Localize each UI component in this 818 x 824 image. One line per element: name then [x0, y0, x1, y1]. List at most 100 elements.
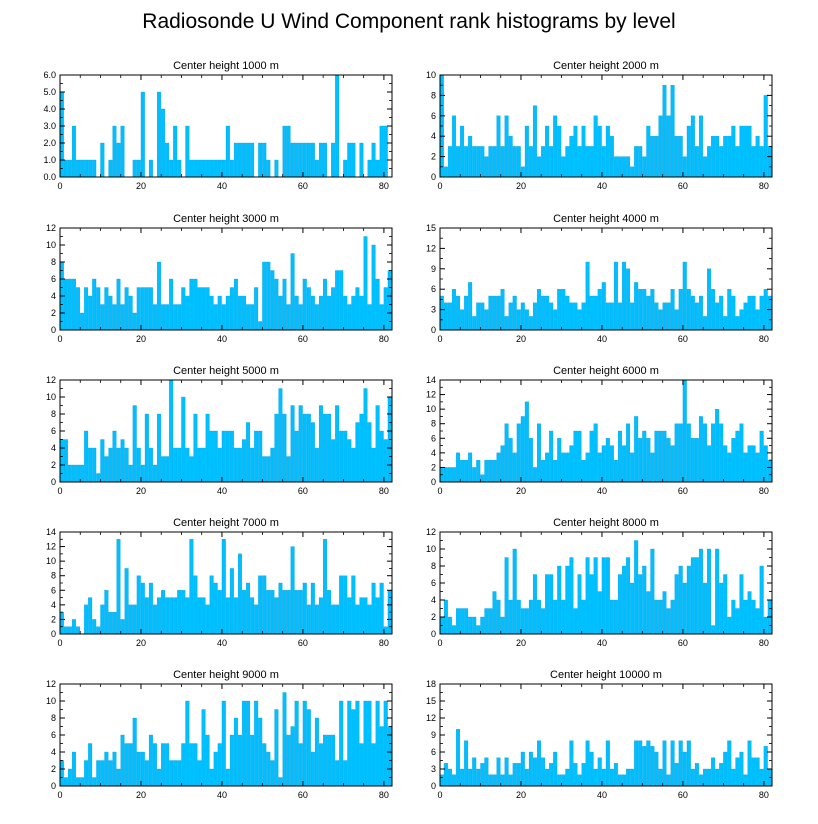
- histogram-bar: [72, 751, 76, 787]
- histogram-bar: [201, 447, 206, 483]
- histogram-bar: [100, 142, 105, 178]
- x-tick-label: 80: [759, 181, 769, 191]
- histogram-bar: [715, 768, 720, 787]
- histogram-bar: [363, 236, 368, 331]
- histogram-bar: [658, 430, 663, 483]
- histogram-bar: [314, 159, 319, 178]
- x-tick-label: 20: [516, 638, 526, 648]
- histogram-bar: [193, 575, 198, 635]
- histogram-bar: [678, 423, 683, 483]
- histogram-bar: [116, 278, 121, 331]
- histogram-bar: [128, 743, 133, 787]
- histogram-bar: [148, 447, 153, 483]
- histogram-bar: [682, 582, 687, 635]
- y-tick-label: 4: [51, 600, 56, 610]
- histogram-bar: [581, 302, 586, 331]
- histogram-bar: [646, 438, 651, 483]
- histogram-bar: [371, 582, 376, 635]
- histogram-bar: [682, 751, 687, 787]
- histogram-bar: [520, 608, 525, 635]
- y-tick-label: 2: [431, 462, 436, 472]
- histogram-bar: [88, 295, 93, 331]
- histogram-bar: [767, 146, 772, 178]
- histogram-bar: [100, 760, 105, 787]
- histogram-bar: [359, 142, 364, 178]
- histogram-bar: [569, 740, 574, 787]
- y-tick-label: 10: [46, 556, 56, 566]
- histogram-bar: [532, 467, 537, 483]
- histogram-bar: [104, 590, 109, 635]
- x-tick-label: 60: [298, 638, 308, 648]
- histogram-bar: [658, 768, 663, 787]
- histogram-bar: [63, 777, 68, 787]
- x-tick-label: 0: [437, 334, 442, 344]
- histogram-bar: [585, 146, 590, 178]
- histogram-bar: [367, 604, 372, 635]
- histogram-bar: [92, 619, 97, 635]
- histogram-bar: [359, 743, 364, 787]
- y-tick-label: 0: [431, 477, 436, 487]
- histogram-bar: [512, 548, 517, 635]
- y-tick-label: 9: [431, 264, 436, 274]
- histogram-bar: [355, 422, 360, 483]
- histogram-bar: [585, 261, 590, 331]
- histogram-bar: [120, 304, 125, 331]
- histogram-bar: [480, 474, 485, 483]
- histogram-bar: [715, 548, 720, 635]
- histogram-bar: [209, 159, 214, 178]
- histogram-bar: [545, 574, 550, 635]
- histogram-bar: [59, 760, 64, 787]
- histogram-bar: [197, 287, 202, 331]
- histogram-bar: [262, 456, 267, 483]
- histogram-bar: [549, 146, 554, 178]
- histogram-bar: [460, 768, 465, 787]
- histogram-bar: [278, 777, 283, 787]
- histogram-bar: [549, 763, 554, 787]
- histogram-bar: [347, 142, 352, 178]
- histogram-bar: [339, 430, 344, 483]
- histogram-panel-4: Center height 4000 m 0 3 6 9 12 15 0 20 40 60 80: [426, 213, 773, 344]
- histogram-bar: [609, 302, 614, 331]
- panel-title: Center height 5000 m: [173, 365, 279, 377]
- histogram-bar: [634, 146, 639, 178]
- histogram-bar: [516, 146, 521, 178]
- histogram-bar: [108, 611, 113, 635]
- histogram-bar: [221, 304, 226, 331]
- y-tick-label: 3: [431, 764, 436, 774]
- histogram-bar: [630, 302, 635, 331]
- histogram-bar: [221, 700, 226, 787]
- histogram-bar: [254, 287, 259, 331]
- histogram-panel-10: Center height 10000 m 0 3 6 9 12 15 18 0 20 40 60 80: [426, 669, 773, 800]
- histogram-bar: [59, 611, 64, 635]
- histogram-bar: [221, 159, 226, 178]
- histogram-bar: [707, 445, 712, 483]
- histogram-bar: [670, 445, 675, 483]
- histogram-bar: [630, 768, 635, 787]
- histogram-bar: [205, 604, 210, 635]
- histogram-bar: [197, 597, 202, 635]
- histogram-bar: [379, 726, 384, 787]
- histogram-bar: [447, 768, 452, 787]
- x-tick-label: 20: [136, 486, 146, 496]
- histogram-bar: [451, 115, 456, 178]
- histogram-bar: [136, 751, 141, 787]
- histogram-bar: [112, 751, 117, 787]
- histogram-bar: [646, 125, 651, 178]
- histogram-bar: [323, 734, 327, 787]
- histogram-bar: [339, 700, 344, 787]
- histogram-bar: [727, 616, 732, 635]
- histogram-bar: [634, 740, 639, 787]
- histogram-bar: [286, 456, 291, 483]
- x-tick-label: 20: [516, 181, 526, 191]
- histogram-bar: [282, 125, 287, 178]
- histogram-bar: [314, 717, 319, 787]
- histogram-bar: [136, 575, 141, 635]
- x-tick-label: 40: [217, 638, 227, 648]
- histogram-bar: [751, 146, 756, 178]
- x-tick-label: 0: [57, 334, 62, 344]
- histogram-bar: [504, 115, 509, 178]
- histogram-bar: [213, 430, 218, 483]
- histogram-bar: [638, 574, 643, 635]
- histogram-bar: [642, 565, 647, 635]
- histogram-bar: [512, 295, 517, 331]
